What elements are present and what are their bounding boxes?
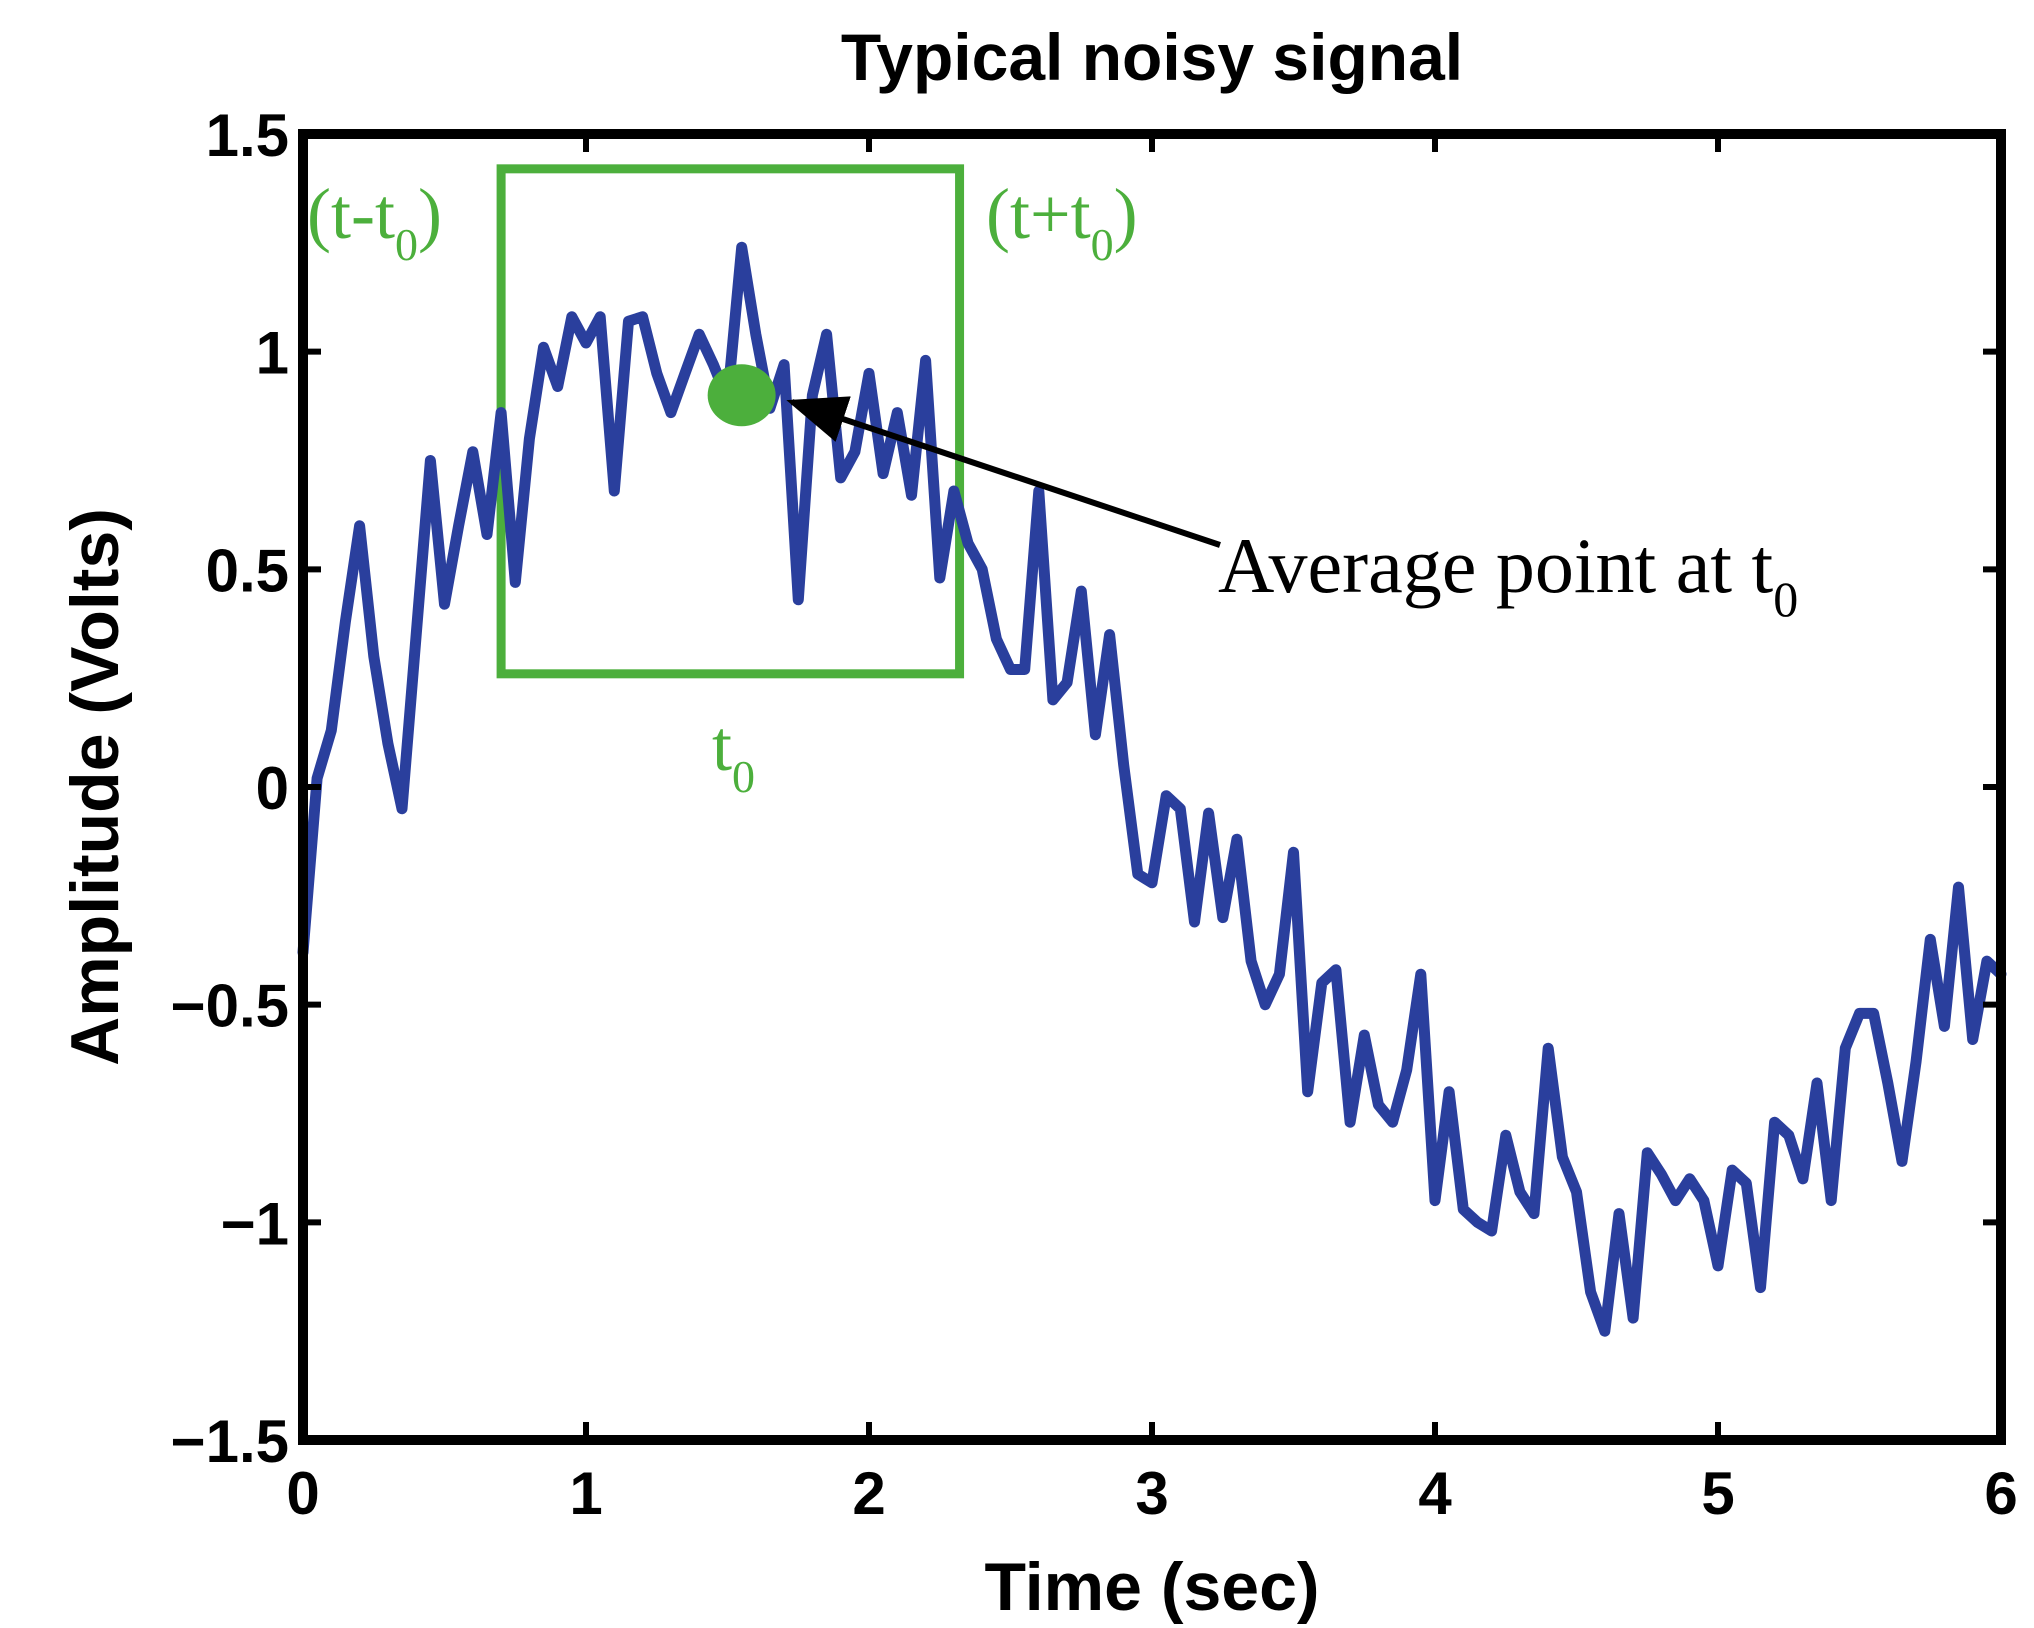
x-tick-label-5: 5 bbox=[1701, 1460, 1734, 1527]
x-tick-label-2: 2 bbox=[852, 1460, 885, 1527]
x-tick-label-0: 0 bbox=[286, 1460, 319, 1527]
left-bound-label-sub: 0 bbox=[395, 219, 418, 270]
tick-layer: 0 1 2 3 4 5 6 −1.5 −1 −0.5 0 0.5 1 1.5 bbox=[171, 102, 2018, 1527]
chart-title: Typical noisy signal bbox=[841, 20, 1463, 94]
y-tick-label-1: −1 bbox=[221, 1190, 289, 1257]
average-point-marker bbox=[707, 364, 776, 427]
series-layer bbox=[297, 241, 2007, 1337]
series-line-0 bbox=[297, 241, 2007, 1337]
average-point-label-pre: Average point at t bbox=[1218, 522, 1774, 609]
average-point-arrow bbox=[786, 396, 1221, 548]
left-bound-label: (t-t0) bbox=[307, 174, 442, 270]
y-tick-label-4: 0.5 bbox=[206, 537, 289, 604]
y-tick-label-3: 0 bbox=[256, 755, 289, 822]
right-bound-label-sub: 0 bbox=[1091, 219, 1114, 270]
right-bound-label: (t+t0) bbox=[986, 174, 1138, 270]
left-bound-label-post: ) bbox=[418, 174, 442, 254]
x-tick-label-1: 1 bbox=[569, 1460, 602, 1527]
average-point-layer bbox=[707, 364, 776, 427]
y-tick-label-0: −1.5 bbox=[171, 1408, 289, 1475]
center-time-label: t0 bbox=[712, 706, 755, 802]
right-bound-label-pre: (t+t bbox=[986, 174, 1091, 254]
y-tick-label-2: −0.5 bbox=[171, 973, 289, 1040]
y-tick-label-5: 1 bbox=[256, 320, 289, 387]
y-axis-label: Amplitude (Volts) bbox=[57, 508, 133, 1066]
center-time-label-pre: t bbox=[712, 706, 732, 786]
x-tick-label-3: 3 bbox=[1135, 1460, 1168, 1527]
x-tick-label-6: 6 bbox=[1984, 1460, 2017, 1527]
average-point-label: Average point at t0 bbox=[1218, 522, 1798, 627]
average-point-label-sub: 0 bbox=[1773, 571, 1798, 627]
right-bound-label-post: ) bbox=[1114, 174, 1138, 254]
plot-frame bbox=[298, 129, 2006, 1445]
y-tick-label-6: 1.5 bbox=[206, 102, 289, 169]
x-tick-label-4: 4 bbox=[1418, 1460, 1452, 1527]
center-time-label-sub: 0 bbox=[732, 751, 755, 802]
left-bound-label-pre: (t-t bbox=[307, 174, 395, 254]
x-axis-label: Time (sec) bbox=[984, 1549, 1319, 1625]
